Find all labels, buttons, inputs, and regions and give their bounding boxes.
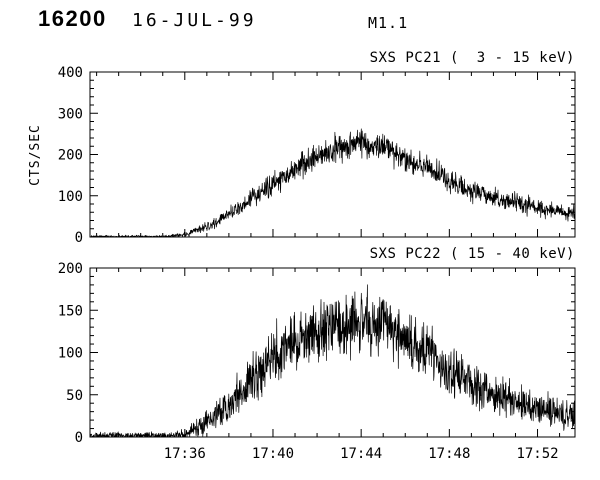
y-tick-label: 100 <box>58 346 83 362</box>
y-tick-label: 0 <box>75 230 83 246</box>
panel1-title: SXS PC21 ( 3 - 15 keV) <box>369 50 575 66</box>
y-tick-label: 150 <box>58 303 83 319</box>
y-tick-label: 300 <box>58 106 83 122</box>
panel2-title: SXS PC22 ( 15 - 40 keV) <box>369 246 575 262</box>
x-tick-label: 17:44 <box>340 446 382 462</box>
x-tick-label: 17:48 <box>428 446 470 462</box>
panel-1-axes: 0 100 200 300 400 <box>58 65 576 246</box>
date-label: 16-JUL-99 <box>132 10 257 31</box>
panel-2: 0 50 100 150 200 17:36 17:40 17:44 17:48 17:52 <box>58 261 576 462</box>
run-id: 16200 <box>38 6 107 31</box>
y-tick-label: 100 <box>58 189 83 205</box>
flare-class-label: M1.1 <box>368 14 409 32</box>
panel-2-axes: 0 50 100 150 200 17:36 17:40 17:44 17:48 17:52 <box>58 261 576 462</box>
panel-2-series <box>89 284 576 438</box>
y-tick-label: 200 <box>58 261 83 277</box>
x-tick-label: 17:52 <box>516 446 558 462</box>
x-tick-label: 17:40 <box>252 446 294 462</box>
y-tick-label: 0 <box>75 430 83 446</box>
plot-box <box>89 267 576 438</box>
panel-1: 0 100 200 300 400 <box>58 65 576 246</box>
panel-1-series <box>89 128 576 238</box>
y-tick-label: 400 <box>58 65 83 81</box>
y-tick-label: 200 <box>58 148 83 164</box>
y-tick-label: 50 <box>66 388 83 404</box>
x-tick-label: 17:36 <box>164 446 206 462</box>
